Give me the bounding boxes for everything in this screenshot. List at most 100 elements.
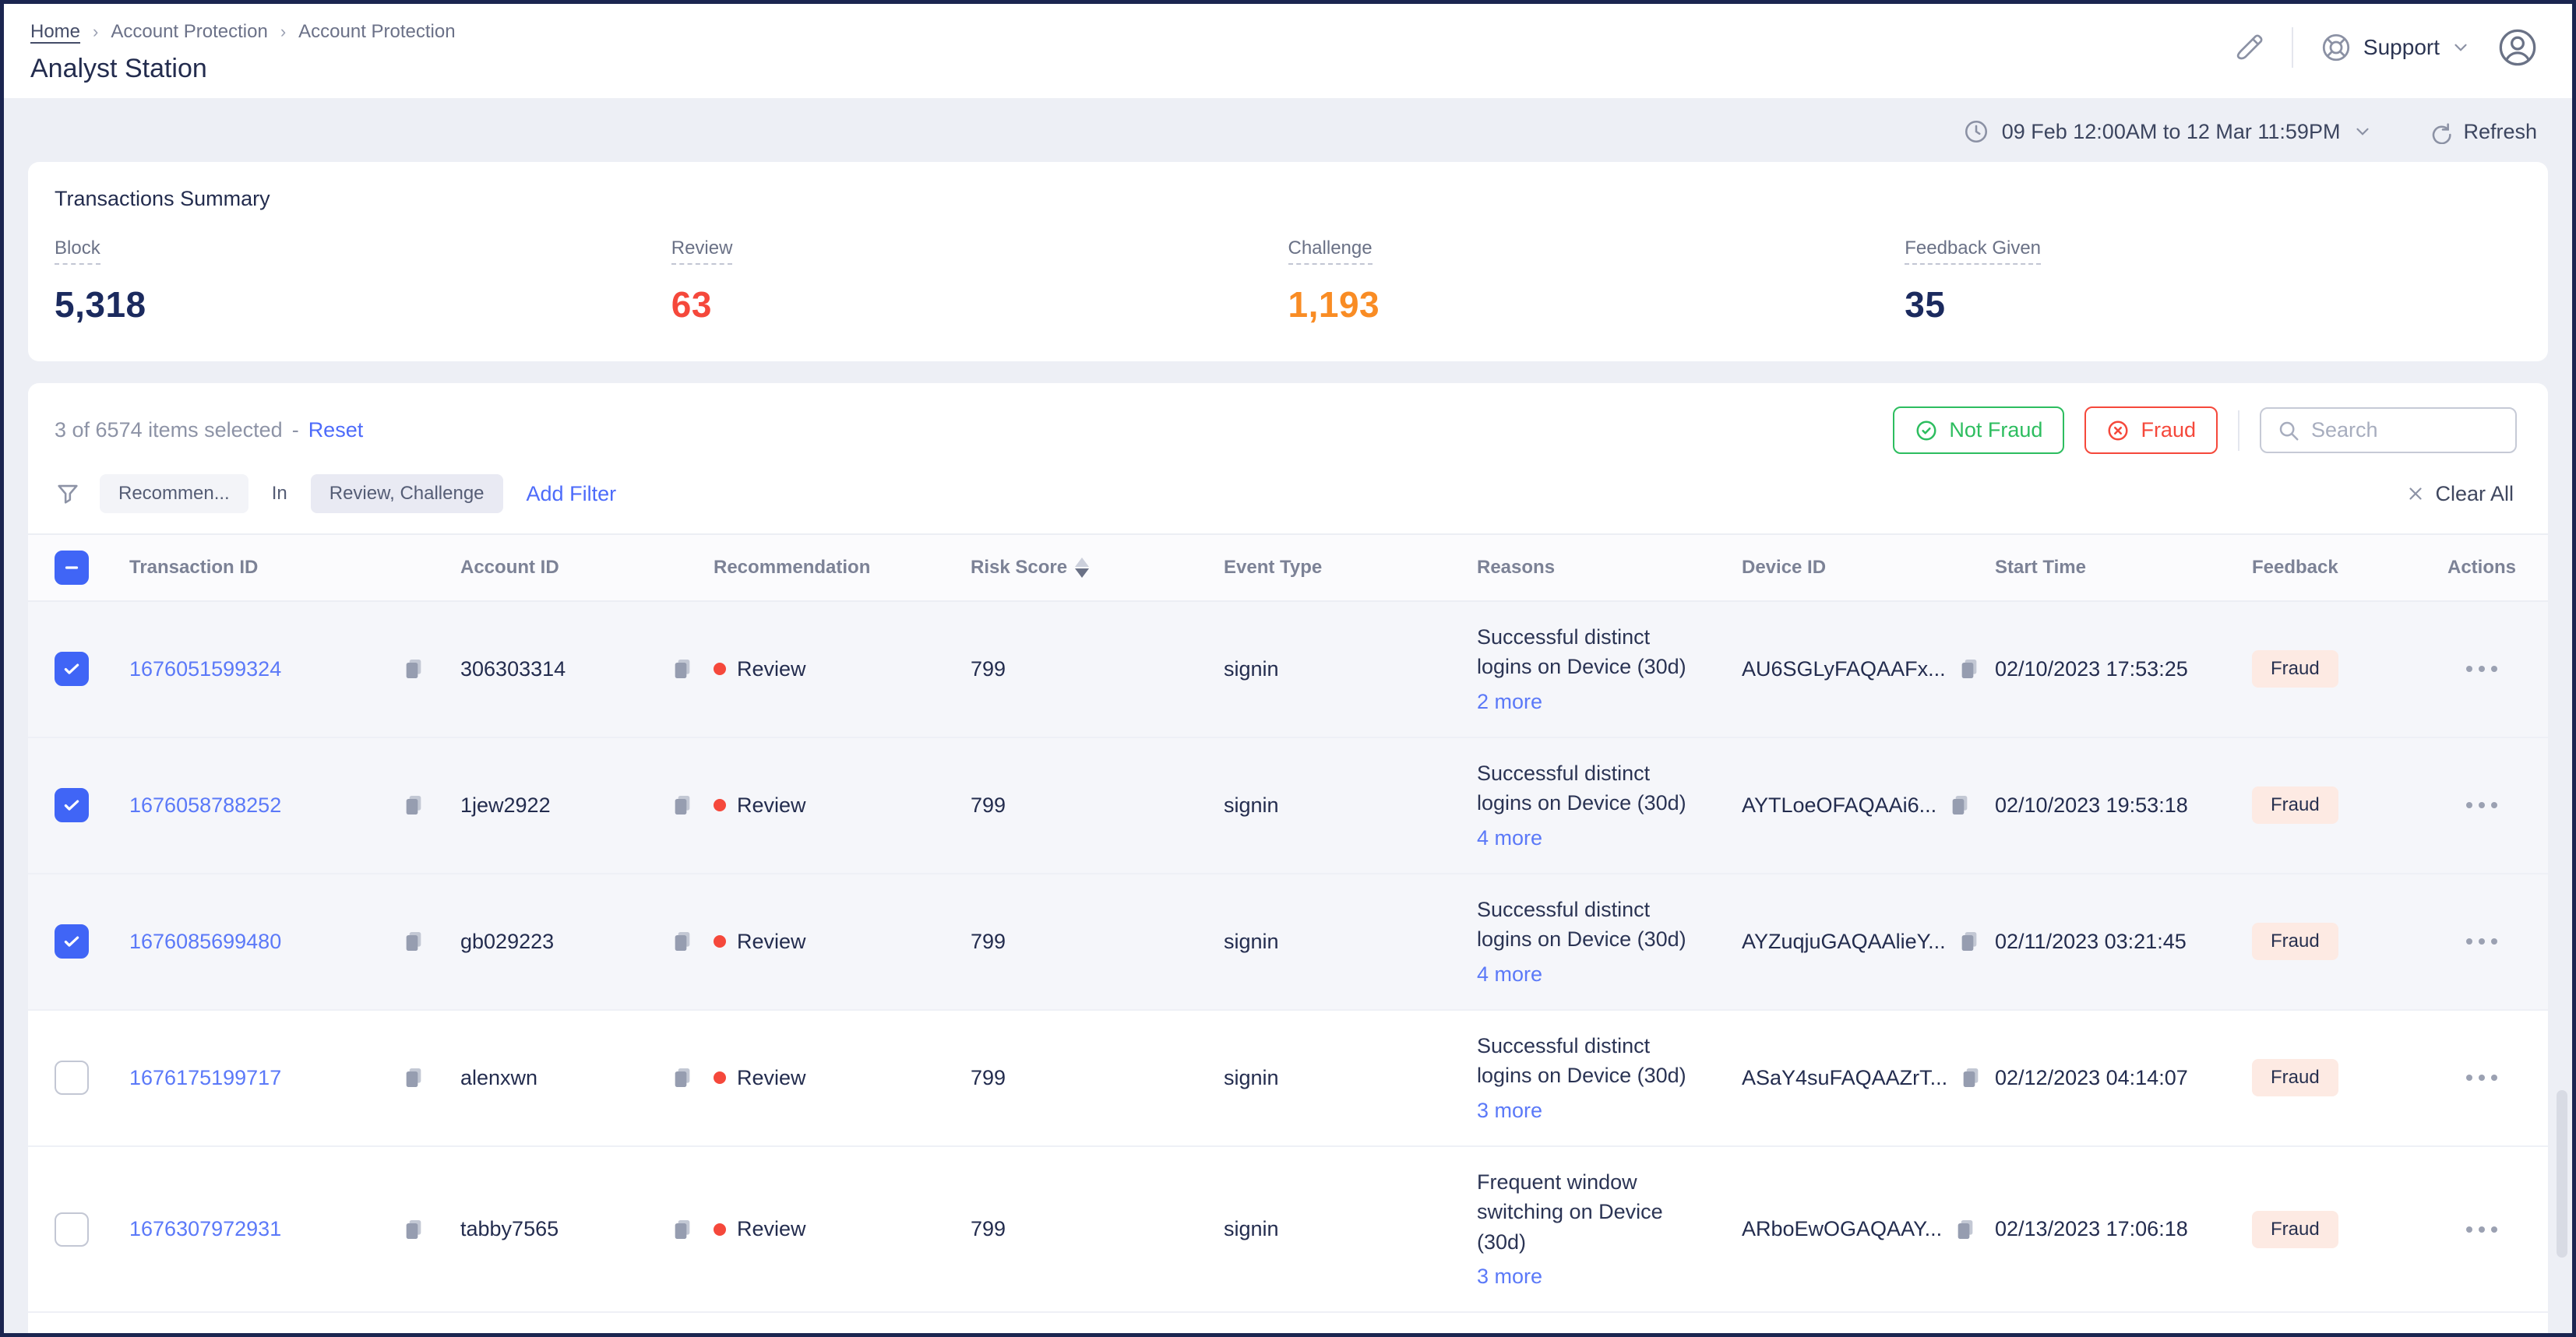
vertical-scrollbar[interactable] [2557, 1090, 2567, 1258]
breadcrumb-account-protection[interactable]: Account Protection [111, 21, 268, 42]
user-avatar[interactable] [2497, 27, 2538, 68]
search-box[interactable] [2260, 407, 2517, 453]
row-checkbox[interactable] [55, 788, 89, 823]
refresh-button[interactable]: Refresh [2427, 119, 2537, 144]
col-transaction-id[interactable]: Transaction ID [129, 557, 259, 578]
row-checkbox[interactable] [55, 1061, 89, 1096]
copy-icon[interactable] [401, 1065, 426, 1090]
more-reasons-link[interactable]: 3 more [1477, 1098, 1543, 1122]
support-menu[interactable]: Support [2320, 31, 2471, 64]
filter-value-chip[interactable]: Review, Challenge [310, 474, 503, 513]
col-event-type[interactable]: Event Type [1224, 557, 1323, 578]
metric-challenge-label[interactable]: Challenge [1288, 237, 1373, 265]
table-controls-row: 3 of 6574 items selected - Reset Not Fra… [28, 406, 2548, 454]
transaction-id-link[interactable]: 1676051599324 [129, 656, 282, 681]
metric-review-label[interactable]: Review [671, 237, 733, 265]
table-row: 1676085699480 gb029223 Review 799 signin… [28, 874, 2548, 1011]
recommendation-value: Review [737, 1217, 806, 1241]
event-type-value: signin [1224, 929, 1279, 953]
more-reasons-link[interactable]: 4 more [1477, 962, 1543, 986]
col-recommendation[interactable]: Recommendation [714, 557, 871, 578]
transaction-id-link[interactable]: 1676175199717 [129, 1065, 282, 1089]
copy-icon[interactable] [401, 656, 426, 681]
account-id-value: gb029223 [460, 929, 555, 953]
transaction-id-link[interactable]: 1676058788252 [129, 793, 282, 817]
row-checkbox[interactable] [55, 924, 89, 959]
row-actions-menu[interactable] [2431, 666, 2532, 673]
fraud-button[interactable]: Fraud [2084, 406, 2218, 454]
row-actions-menu[interactable] [2431, 1075, 2532, 1082]
col-feedback[interactable]: Feedback [2252, 557, 2338, 578]
not-fraud-button[interactable]: Not Fraud [1893, 406, 2065, 454]
clear-all-button[interactable]: Clear All [2405, 482, 2514, 506]
filter-funnel-icon [58, 484, 78, 504]
transactions-table-card: 3 of 6574 items selected - Reset Not Fra… [28, 383, 2548, 1333]
copy-icon[interactable] [1953, 1217, 1978, 1242]
sort-icons[interactable] [1075, 558, 1090, 578]
date-range-picker[interactable]: 09 Feb 12:00AM to 12 Mar 11:59PM [1963, 118, 2373, 145]
copy-icon[interactable] [670, 793, 695, 818]
reasons-cell: Successful distinct logins on Device (30… [1477, 758, 1742, 853]
table-row: 1676350190745 0065501925 Review 799 sign… [28, 1313, 2548, 1333]
copy-icon[interactable] [401, 793, 426, 818]
transactions-summary-card: Transactions Summary Block 5,318 Review … [28, 162, 2548, 361]
col-device-id[interactable]: Device ID [1742, 557, 1827, 578]
risk-score-value: 799 [971, 793, 1006, 817]
more-reasons-link[interactable]: 4 more [1477, 825, 1543, 850]
x-circle-icon [2108, 420, 2128, 440]
more-reasons-link[interactable]: 2 more [1477, 689, 1543, 713]
copy-icon[interactable] [1958, 1065, 1983, 1090]
copy-icon[interactable] [401, 929, 426, 954]
copy-icon[interactable] [401, 1217, 426, 1242]
row-checkbox[interactable] [55, 1212, 89, 1247]
row-checkbox[interactable] [55, 652, 89, 687]
copy-icon[interactable] [1957, 929, 1982, 954]
copy-icon[interactable] [1957, 656, 1982, 681]
date-range-text: 09 Feb 12:00AM to 12 Mar 11:59PM [2001, 119, 2341, 143]
transaction-id-link[interactable]: 1676307972931 [129, 1217, 282, 1241]
copy-icon[interactable] [670, 1217, 695, 1242]
device-id-value: ARboEwOGAQAAY... [1742, 1217, 1943, 1241]
select-all-checkbox[interactable] [55, 551, 89, 585]
copy-icon[interactable] [670, 656, 695, 681]
more-reasons-link[interactable]: 3 more [1477, 1264, 1543, 1288]
close-icon [2409, 487, 2423, 500]
row-actions-menu[interactable] [2431, 1226, 2532, 1233]
breadcrumb-home[interactable]: Home [30, 21, 81, 42]
reason-text: Successful distinct logins on Device (30… [1477, 761, 1686, 815]
col-account-id[interactable]: Account ID [460, 557, 559, 578]
support-label: Support [2363, 35, 2440, 59]
filter-field-chip[interactable]: Recommen... [100, 474, 248, 513]
top-bar: Home › Account Protection › Account Prot… [4, 4, 2572, 98]
col-reasons[interactable]: Reasons [1477, 557, 1556, 578]
row-actions-menu[interactable] [2431, 938, 2532, 945]
metric-block-label[interactable]: Block [55, 237, 100, 265]
metric-block-value: 5,318 [55, 284, 146, 325]
col-risk-score[interactable]: Risk Score [971, 557, 1224, 579]
copy-icon[interactable] [670, 1065, 695, 1090]
theme-pen-icon[interactable] [2234, 32, 2265, 63]
device-id-value: AYZuqjuGAQAAlieY... [1742, 929, 1946, 953]
reset-selection-link[interactable]: Reset [308, 418, 364, 442]
search-input[interactable] [2311, 418, 2490, 442]
copy-icon[interactable] [670, 929, 695, 954]
breadcrumb: Home › Account Protection › Account Prot… [30, 16, 456, 43]
add-filter-link[interactable]: Add Filter [526, 481, 617, 505]
metric-block: Block 5,318 [55, 237, 671, 325]
reason-text: Successful distinct logins on Device (30… [1477, 1033, 1686, 1088]
filter-row: Recommen... In Review, Challenge Add Fil… [28, 474, 2548, 513]
start-time-value: 02/13/2023 17:06:18 [1995, 1217, 2188, 1241]
row-actions-menu[interactable] [2431, 802, 2532, 809]
refresh-icon [2433, 123, 2452, 144]
reasons-cell: Frequent window switching on Device (30d… [1477, 1167, 1742, 1291]
account-id-value: alenxwn [460, 1065, 538, 1089]
transaction-id-link[interactable]: 1676085699480 [129, 929, 282, 953]
clear-all-label: Clear All [2435, 481, 2514, 505]
recommendation-status-dot [714, 799, 726, 812]
col-start-time[interactable]: Start Time [1995, 557, 2086, 578]
metric-review: Review 63 [671, 237, 1288, 325]
controls-divider [2238, 410, 2239, 451]
metric-feedback-given-label[interactable]: Feedback Given [1905, 237, 2042, 265]
clock-icon [1965, 120, 1987, 143]
copy-icon[interactable] [1947, 793, 1972, 818]
